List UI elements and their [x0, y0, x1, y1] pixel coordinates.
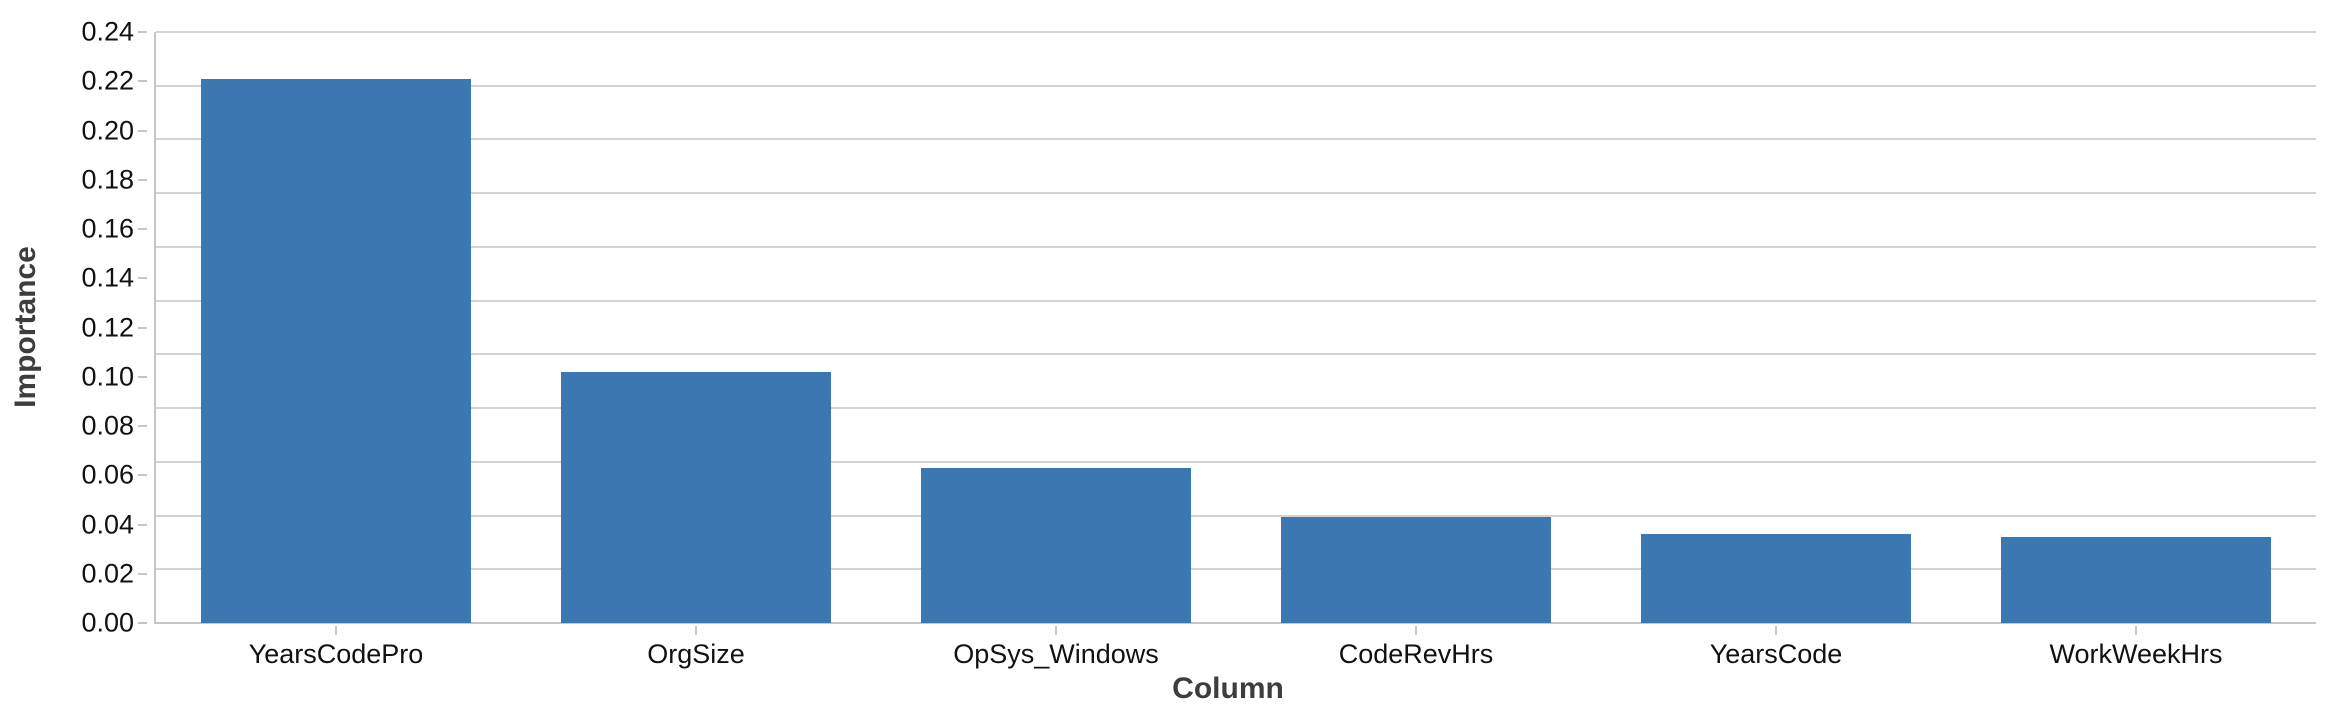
gridline: [156, 353, 2316, 356]
bar: [1281, 517, 1551, 623]
y-tick-mark: [138, 228, 147, 230]
x-tick-mark: [695, 626, 697, 635]
bar: [561, 371, 831, 623]
y-tick-mark: [138, 474, 147, 477]
gridline: [156, 514, 2316, 517]
gridline: [156, 407, 2316, 410]
gridline: [156, 138, 2316, 141]
x-category-label: YearsCode: [1709, 639, 1843, 669]
x-category-label: OrgSize: [647, 639, 745, 669]
y-tick-mark: [138, 326, 147, 329]
y-tick-label: 0.12: [81, 312, 134, 342]
bar: [1641, 534, 1911, 623]
y-axis-line: [154, 32, 156, 623]
y-tick-label: 0.22: [81, 65, 134, 96]
x-category-label: OpSys_Windows: [953, 639, 1159, 669]
x-category-label: YearsCodePro: [248, 639, 424, 669]
bar: [921, 467, 1191, 623]
y-tick-label: 0.18: [81, 164, 134, 195]
y-tick-mark: [138, 80, 147, 83]
y-tick-label: 0.04: [81, 509, 134, 539]
plot-area: 0.00 0.02 0.04 0.06 0.08 0.10 0.12 0.14 0.16 0.18…: [81, 17, 2316, 669]
y-tick-mark: [138, 129, 147, 132]
y-tick-label: 0.16: [81, 213, 134, 244]
gridline: [156, 245, 2316, 248]
x-axis-title: Column: [1172, 672, 1284, 705]
gridline: [156, 299, 2316, 302]
y-tick-mark: [138, 31, 147, 33]
gridline: [156, 568, 2316, 571]
y-tick-label: 0.06: [81, 459, 134, 490]
x-category-label: CodeRevHrs: [1338, 639, 1494, 669]
x-tick-mark: [1415, 626, 1417, 635]
y-tick-label: 0.24: [81, 16, 134, 47]
bar: [2001, 536, 2271, 623]
y-tick-mark: [138, 375, 147, 378]
gridline: [156, 31, 2316, 33]
y-tick-label: 0.02: [81, 558, 134, 589]
x-tick-mark: [1775, 626, 1777, 635]
x-tick-mark: [2135, 626, 2137, 635]
x-tick-mark: [1055, 626, 1057, 635]
y-tick-mark: [138, 622, 147, 624]
y-tick-label: 0.00: [81, 607, 134, 638]
y-tick-mark: [138, 425, 147, 427]
gridline: [156, 192, 2316, 195]
y-tick-mark: [138, 178, 147, 181]
x-axis-line: [154, 622, 2316, 624]
y-tick-mark: [138, 277, 147, 280]
gridline: [156, 460, 2316, 463]
gridline: [156, 84, 2316, 87]
bar: [201, 78, 471, 623]
y-tick-mark: [138, 572, 147, 575]
y-tick-label: 0.10: [81, 361, 134, 392]
y-tick-label: 0.20: [81, 115, 134, 145]
y-tick-label: 0.08: [81, 410, 134, 441]
y-tick-mark: [138, 523, 147, 526]
x-category-label: WorkWeekHrs: [2049, 639, 2223, 669]
y-axis-title: Importance: [9, 246, 42, 408]
y-tick-label: 0.14: [81, 262, 134, 293]
x-tick-mark: [335, 626, 337, 635]
